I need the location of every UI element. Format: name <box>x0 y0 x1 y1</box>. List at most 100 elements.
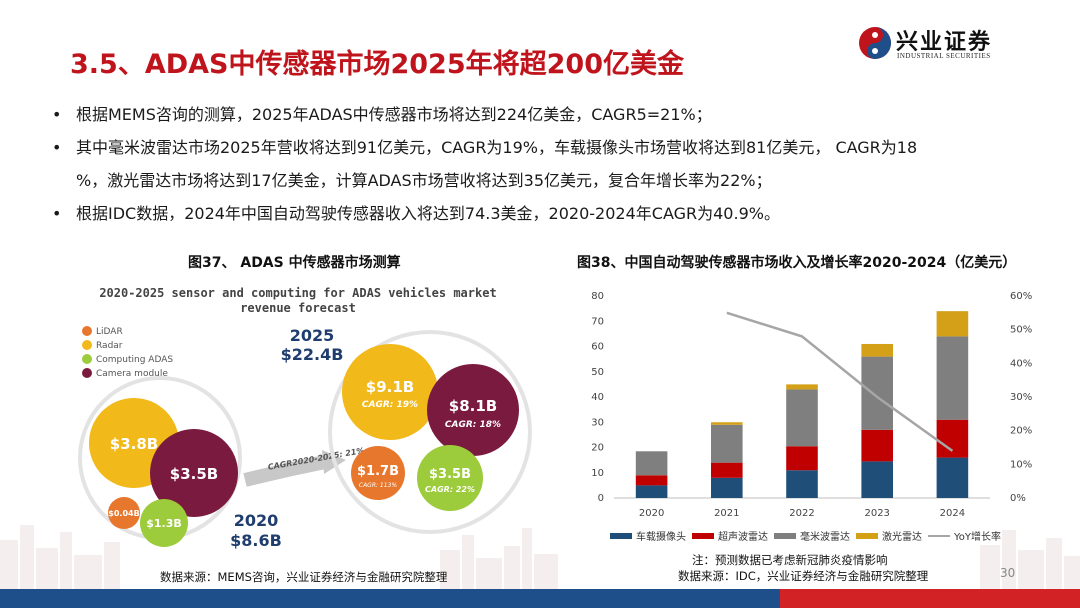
bubble-2025-camera <box>427 364 519 456</box>
legend-label: 毫米波雷达 <box>800 532 850 543</box>
legend-item: 超声波雷达 <box>692 528 768 543</box>
bubble-2025-radar <box>342 344 438 440</box>
bubble-2020-camera <box>150 429 238 517</box>
logo-en: INDUSTRIAL SECURITIES <box>897 52 991 60</box>
x-tick-label: 2020 <box>639 508 664 519</box>
legend-item: 车载摄像头 <box>610 528 686 543</box>
logo-cn: 兴业证券 <box>896 29 993 55</box>
fig37-bubble-diagram: 2020-2025 sensor and computing for ADAS … <box>78 286 532 550</box>
bar-segment <box>711 422 743 425</box>
company-logo: 兴业证券 INDUSTRIAL SECURITIES <box>858 24 1058 64</box>
label-2020-computing: $1.3B <box>146 517 182 530</box>
bar-segment <box>635 485 668 498</box>
label-2020-total: $8.6B <box>230 531 282 550</box>
y-tick-label: 10 <box>591 468 604 479</box>
y2-tick-label: 50% <box>1010 325 1032 336</box>
fig38-note: 注：预测数据已考虑新冠肺炎疫情影响 <box>692 553 888 567</box>
bubble-2020-lidar <box>108 497 140 529</box>
label-2025-lidar: $1.7B <box>357 464 399 479</box>
fig37-legend: LiDAR Radar Computing ADAS Camera module <box>82 326 173 379</box>
bullet-item: 根据MEMS咨询的测算，2025年ADAS中传感器市场将达到224亿美金，CAG… <box>50 98 1030 131</box>
bullet-list: 根据MEMS咨询的测算，2025年ADAS中传感器市场将达到224亿美金，CAG… <box>50 98 1030 230</box>
bubble-2025-computing <box>417 445 483 511</box>
y-tick-label: 50 <box>591 367 604 378</box>
legend-item: YoY增长率 <box>928 528 1001 543</box>
legend-item: 激光雷达 <box>856 528 922 543</box>
y-tick-label: 30 <box>591 417 604 428</box>
label-2025-year: 2025 <box>290 326 335 345</box>
label-2025-total: $22.4B <box>281 345 344 364</box>
y-tick-label: 70 <box>591 316 604 327</box>
legend-label: YoY增长率 <box>954 532 1002 543</box>
fig38-legend: 车载摄像头 超声波雷达 毫米波雷达 激光雷达 YoY增长率 <box>610 528 1001 543</box>
bar-segment <box>635 451 668 476</box>
bar-segment <box>635 475 668 486</box>
bubble-2020-computing <box>140 499 188 547</box>
label-2020-lidar: $0.04B <box>108 509 139 518</box>
legend-camera: Camera module <box>96 369 168 379</box>
label-2025-camera-cagr: CAGR: 18% <box>445 420 501 430</box>
page-title: 3.5、ADAS中传感器市场2025年将超200亿美金 <box>70 49 684 80</box>
x-tick-label: 2022 <box>789 508 814 519</box>
fig37-inner-title-2: revenue forecast <box>240 301 356 315</box>
fig37-source: 数据来源：MEMS咨询，兴业证券经济与金融研究院整理 <box>160 570 448 584</box>
label-2020-radar: $3.8B <box>110 435 158 453</box>
x-tick-label: 2023 <box>864 508 889 519</box>
bar-segment <box>711 462 743 478</box>
footer-band-blue <box>0 589 780 608</box>
label-2020-camera: $3.5B <box>170 465 218 483</box>
bar-segment <box>786 384 818 390</box>
bar-segment <box>711 477 743 498</box>
y-tick-label: 80 <box>591 291 604 302</box>
y2-tick-label: 10% <box>1010 459 1032 470</box>
y2-tick-label: 0% <box>1010 493 1026 504</box>
legend-label: 超声波雷达 <box>718 532 768 543</box>
bar-segment <box>786 446 818 471</box>
label-2025-lidar-cagr: CAGR: 113% <box>359 482 397 489</box>
label-2025-computing: $3.5B <box>429 467 471 482</box>
skyline-decoration <box>0 525 1080 590</box>
fig37-title: 图37、 ADAS 中传感器市场测算 <box>188 255 401 271</box>
label-2025-computing-cagr: CAGR: 22% <box>425 485 475 494</box>
y2-tick-label: 60% <box>1010 291 1032 302</box>
y2-tick-label: 40% <box>1010 358 1032 369</box>
fig38-chart: 0 10 20 30 40 50 60 70 80 0% 10% 20% 30% 40% 50% 60% 202… <box>591 291 1032 519</box>
bar-segment <box>936 457 969 498</box>
yoy-line <box>726 311 954 452</box>
bullet-item: 其中毫米波雷达市场2025年营收将达到91亿美元，CAGR为19%，车载摄像头市… <box>50 131 1030 164</box>
logo-mark-icon <box>859 27 891 59</box>
bar-segment <box>861 343 893 357</box>
legend-label: 激光雷达 <box>882 532 922 543</box>
y-tick-label: 40 <box>591 392 604 403</box>
y2-tick-label: 20% <box>1010 426 1032 437</box>
bar-segment <box>861 429 893 462</box>
y-tick-label: 0 <box>598 493 604 504</box>
bar-segment <box>861 461 893 498</box>
bar-segment <box>786 470 818 498</box>
legend-lidar: LiDAR <box>96 327 123 337</box>
y-tick-label: 60 <box>591 342 604 353</box>
fig37-inner-title-1: 2020-2025 sensor and computing for ADAS … <box>99 286 496 300</box>
fig38-source: 数据来源：IDC，兴业证券经济与金融研究院整理 <box>678 569 929 583</box>
y-tick-label: 20 <box>591 443 604 454</box>
legend-label: 车载摄像头 <box>636 532 686 543</box>
bullet-item: 根据IDC数据，2024年中国自动驾驶传感器收入将达到74.3美金，2020-2… <box>50 197 1030 230</box>
legend-computing: Computing ADAS <box>96 355 173 365</box>
bar-segment <box>936 336 969 420</box>
bubble-2025-lidar <box>351 446 405 500</box>
bullet-continuation: %，激光雷达市场将达到17亿美金，计算ADAS市场营收将达到35亿美元，复合年增… <box>76 171 772 190</box>
legend-radar: Radar <box>96 341 123 351</box>
label-2025-radar-cagr: CAGR: 19% <box>362 400 418 410</box>
page-number: 30 <box>1000 566 1016 580</box>
x-tick-label: 2024 <box>940 508 965 519</box>
bar-segment <box>711 424 743 463</box>
x-tick-label: 2021 <box>714 508 739 519</box>
bar-segment <box>861 356 893 430</box>
bar-segment <box>936 311 969 337</box>
y2-tick-label: 30% <box>1010 392 1032 403</box>
bar-segment <box>786 389 818 447</box>
legend-item: 毫米波雷达 <box>774 528 850 543</box>
label-2020-year: 2020 <box>234 511 279 530</box>
bar-segment <box>936 419 969 458</box>
